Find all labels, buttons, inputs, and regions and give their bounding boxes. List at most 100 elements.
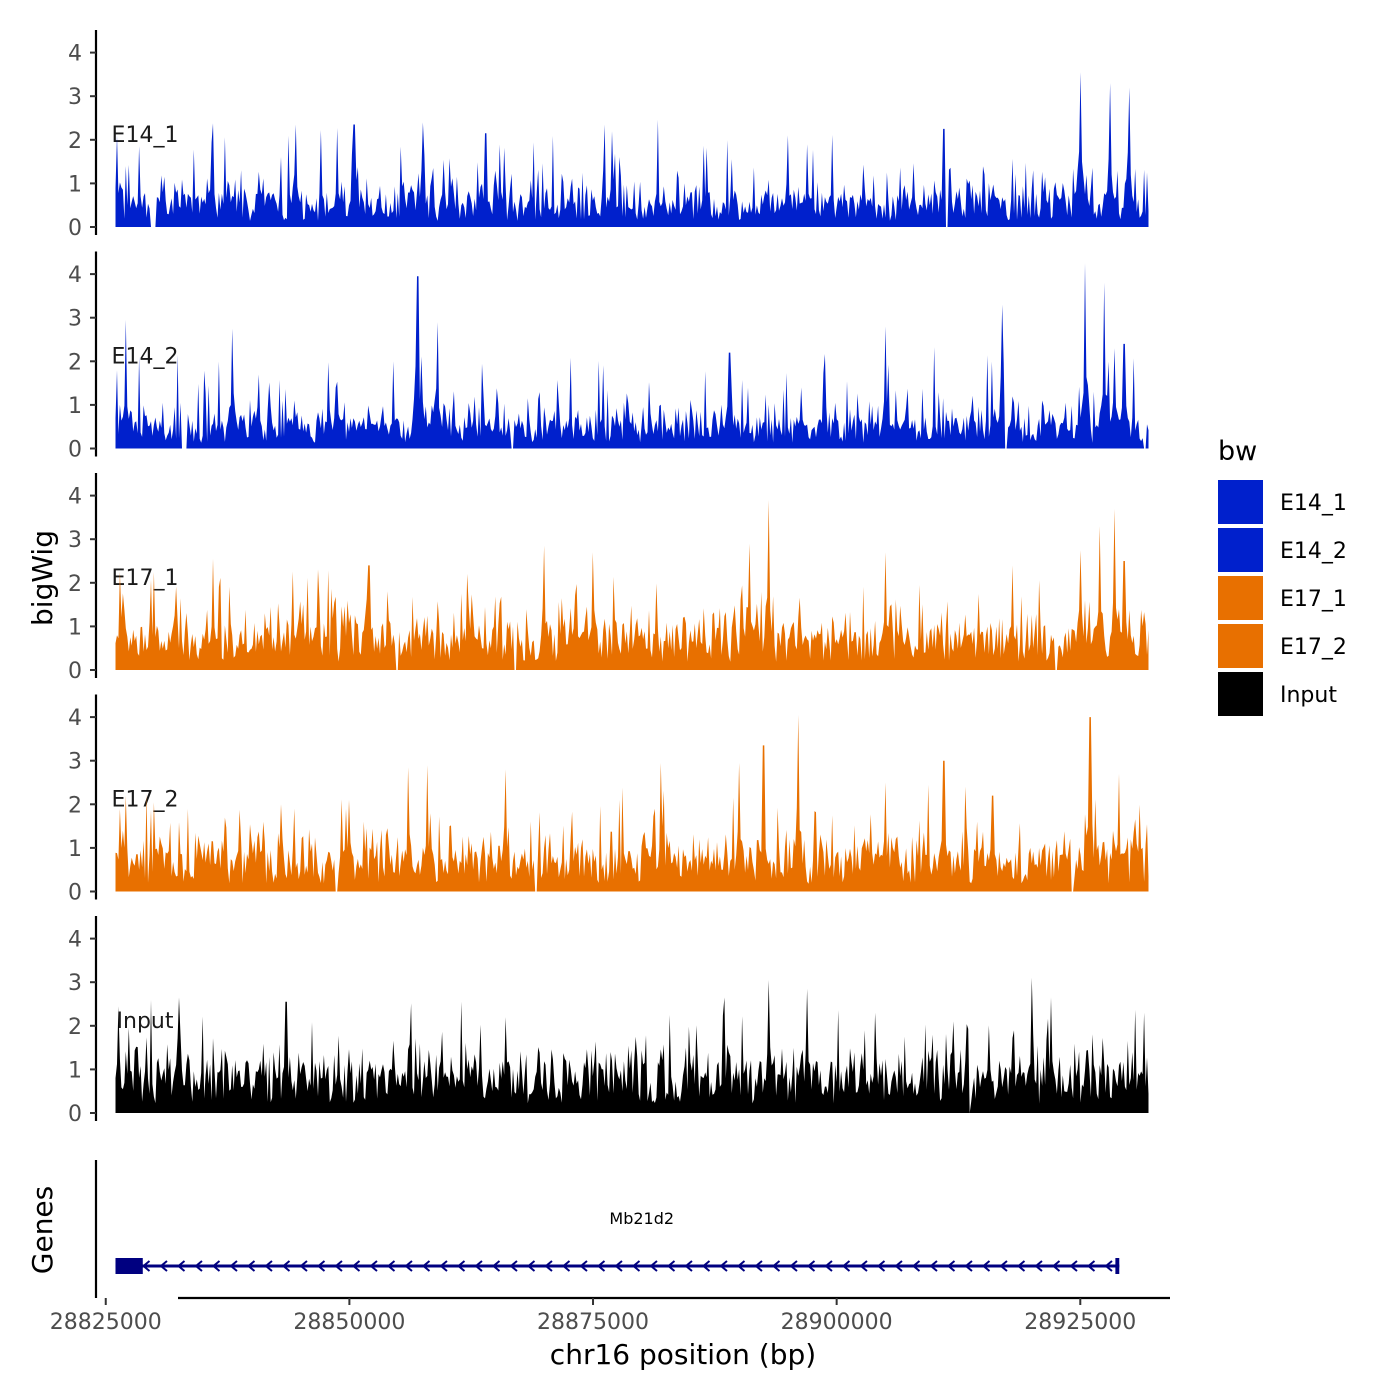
strand-arrow bbox=[894, 1260, 903, 1272]
strand-arrow bbox=[474, 1260, 483, 1272]
y-tick-label: 3 bbox=[68, 971, 82, 996]
strand-arrow bbox=[229, 1260, 238, 1272]
track-label: E14_1 bbox=[112, 123, 179, 148]
strand-arrow bbox=[509, 1260, 518, 1272]
y-axis-title: bigWig bbox=[26, 530, 59, 626]
x-tick-label: 28850000 bbox=[293, 1310, 405, 1335]
strand-arrow bbox=[999, 1260, 1008, 1272]
legend-label: E14_2 bbox=[1280, 539, 1347, 564]
track-label: E17_1 bbox=[112, 566, 179, 591]
strand-arrow bbox=[841, 1260, 851, 1272]
y-tick-label: 0 bbox=[68, 659, 82, 684]
strand-arrow bbox=[281, 1260, 291, 1272]
y-tick-label: 1 bbox=[68, 837, 82, 862]
strand-arrow bbox=[929, 1260, 938, 1272]
legend-key-E17_2 bbox=[1218, 624, 1263, 668]
strand-arrow bbox=[334, 1260, 343, 1272]
strand-arrow bbox=[771, 1260, 781, 1272]
y-tick-label: 4 bbox=[68, 263, 82, 288]
x-axis: 28825000 28850000 28875000 28900000 28925000 bbox=[50, 1296, 1170, 1335]
strand-arrow bbox=[596, 1260, 606, 1272]
strand-arrow bbox=[579, 1260, 588, 1272]
strand-arrow bbox=[1016, 1260, 1026, 1272]
strand-arrow bbox=[456, 1260, 466, 1272]
legend-key-E14_1 bbox=[1218, 480, 1263, 524]
y-tick-label: 3 bbox=[68, 528, 82, 553]
coverage-area-Input bbox=[115, 977, 1149, 1113]
legend-key-E17_1 bbox=[1218, 576, 1263, 620]
y-tick-label: 1 bbox=[68, 394, 82, 419]
legend-label: Input bbox=[1280, 683, 1337, 708]
y-tick-label: 1 bbox=[68, 615, 82, 640]
y-tick-label: 3 bbox=[68, 85, 82, 110]
strand-arrow bbox=[806, 1260, 816, 1272]
strand-arrow bbox=[246, 1260, 256, 1272]
strand-arrow bbox=[789, 1260, 798, 1272]
legend-label: E17_1 bbox=[1280, 587, 1347, 612]
y-tick-label: 2 bbox=[68, 129, 82, 154]
track-E14_1: 0 1 2 3 4 E14_1 bbox=[68, 30, 1149, 241]
x-tick-label: 28825000 bbox=[50, 1310, 162, 1335]
track-E14_2: 0 1 2 3 4 E14_2 bbox=[68, 251, 1149, 463]
legend-title: bw bbox=[1218, 436, 1257, 467]
y-tick-label: 1 bbox=[68, 1058, 82, 1083]
genes-track-title: Genes bbox=[26, 1186, 59, 1274]
track-E17_2: 0 1 2 3 4 E17_2 bbox=[68, 694, 1149, 906]
strand-arrow bbox=[491, 1260, 501, 1272]
strand-arrow bbox=[544, 1260, 553, 1272]
x-tick-label: 28925000 bbox=[1024, 1310, 1136, 1335]
y-tick-label: 2 bbox=[68, 793, 82, 818]
gene-label: Mb21d2 bbox=[609, 1209, 674, 1228]
legend-label: E17_2 bbox=[1280, 635, 1347, 660]
y-tick-label: 3 bbox=[68, 307, 82, 332]
strand-arrow bbox=[194, 1260, 203, 1272]
strand-arrow bbox=[1086, 1260, 1096, 1272]
strand-arrow bbox=[859, 1260, 868, 1272]
track-label: E14_2 bbox=[112, 345, 179, 370]
y-tick-label: 4 bbox=[68, 42, 82, 67]
strand-arrow bbox=[141, 1260, 151, 1272]
strand-arrow bbox=[176, 1260, 186, 1272]
coverage-area-E14_1 bbox=[115, 72, 1149, 227]
track-label: Input bbox=[117, 1009, 174, 1034]
track-label: E17_2 bbox=[112, 788, 179, 813]
strand-arrow bbox=[404, 1260, 413, 1272]
y-tick-label: 2 bbox=[68, 572, 82, 597]
y-tick-label: 4 bbox=[68, 928, 82, 953]
y-tick-label: 4 bbox=[68, 485, 82, 510]
strand-arrow bbox=[666, 1260, 676, 1272]
legend: bw E14_1 E14_2 E17_1 E17_2 Input bbox=[1218, 436, 1347, 716]
strand-arrow bbox=[981, 1260, 991, 1272]
legend-label: E14_1 bbox=[1280, 491, 1347, 516]
strand-arrow bbox=[1104, 1260, 1113, 1272]
strand-arrow bbox=[911, 1260, 921, 1272]
strand-arrow bbox=[876, 1260, 886, 1272]
y-tick-label: 2 bbox=[68, 1015, 82, 1040]
y-tick-label: 3 bbox=[68, 750, 82, 775]
coverage-area-E17_2 bbox=[115, 714, 1149, 892]
strand-arrow bbox=[684, 1260, 693, 1272]
strand-arrow bbox=[701, 1260, 711, 1272]
coverage-area-E17_1 bbox=[115, 500, 1149, 670]
strand-arrow bbox=[211, 1260, 221, 1272]
y-tick-label: 0 bbox=[68, 1102, 82, 1127]
strand-arrow bbox=[964, 1260, 973, 1272]
legend-key-E14_2 bbox=[1218, 528, 1263, 572]
strand-arrow bbox=[316, 1260, 326, 1272]
strand-arrow bbox=[824, 1260, 833, 1272]
legend-key-Input bbox=[1218, 672, 1263, 716]
strand-arrow bbox=[369, 1260, 378, 1272]
strand-arrow bbox=[754, 1260, 763, 1272]
gene-exon bbox=[1115, 1258, 1120, 1274]
strand-arrow bbox=[736, 1260, 746, 1272]
strand-arrow bbox=[351, 1260, 361, 1272]
x-tick-label: 28875000 bbox=[537, 1310, 649, 1335]
strand-arrow bbox=[719, 1260, 728, 1272]
y-tick-label: 0 bbox=[68, 438, 82, 463]
strand-arrow bbox=[631, 1260, 641, 1272]
strand-arrow bbox=[159, 1260, 168, 1272]
track-E17_1: 0 1 2 3 4 E17_1 bbox=[68, 473, 1149, 684]
track-Input: 0 1 2 3 4 Input bbox=[68, 916, 1149, 1127]
y-tick-label: 1 bbox=[68, 172, 82, 197]
